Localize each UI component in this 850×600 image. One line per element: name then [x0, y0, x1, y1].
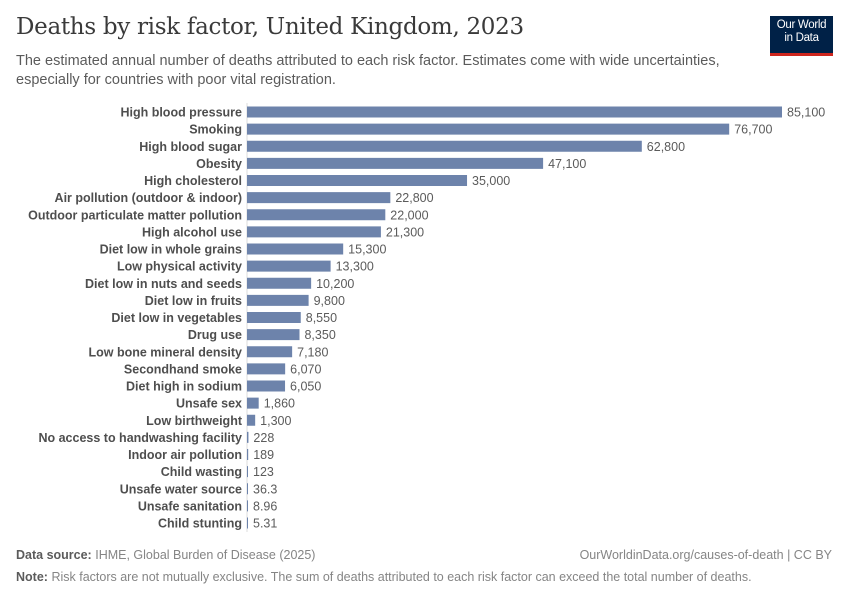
logo-line-2: in Data	[784, 32, 819, 44]
value-label: 7,180	[297, 345, 328, 359]
bar[interactable]	[247, 346, 293, 358]
value-label: 8,550	[306, 311, 337, 325]
category-label: High blood pressure	[120, 106, 242, 120]
bar[interactable]	[247, 431, 249, 443]
category-label: Indoor air pollution	[128, 448, 242, 462]
value-label: 47,100	[548, 157, 586, 171]
value-label: 6,070	[290, 362, 321, 376]
value-label: 21,300	[386, 225, 424, 239]
bar[interactable]	[247, 312, 301, 323]
bar[interactable]	[247, 483, 248, 495]
logo-line-1: Our World	[776, 19, 827, 31]
bar[interactable]	[247, 260, 331, 272]
bar[interactable]	[247, 277, 312, 289]
bar[interactable]	[247, 329, 300, 341]
bar[interactable]	[247, 449, 249, 460]
bar[interactable]	[247, 140, 642, 152]
bar[interactable]	[247, 157, 544, 169]
bar[interactable]	[247, 106, 782, 118]
category-label: Obesity	[196, 157, 242, 171]
bar[interactable]	[247, 466, 248, 478]
value-label: 1,300	[260, 414, 291, 428]
category-label: Air pollution (outdoor & indoor)	[55, 191, 242, 205]
bar[interactable]	[247, 380, 286, 392]
bar[interactable]	[247, 243, 344, 255]
category-label: High alcohol use	[142, 225, 242, 239]
category-label: Diet low in fruits	[145, 294, 242, 308]
category-label: Secondhand smoke	[124, 362, 242, 376]
chart-title: Deaths by risk factor, United Kingdom, 2…	[16, 14, 524, 40]
bar[interactable]	[247, 192, 391, 204]
category-label: Low bone mineral density	[89, 345, 243, 359]
bar[interactable]	[247, 294, 309, 306]
source-text[interactable]: IHME, Global Burden of Disease (2025)	[95, 548, 316, 562]
note-text: Risk factors are not mutually exclusive.…	[51, 570, 752, 584]
value-label: 62,800	[647, 140, 685, 154]
source-url[interactable]: OurWorldinData.org/causes-of-death | CC …	[579, 548, 832, 562]
value-label: 10,200	[316, 277, 354, 291]
category-label: No access to handwashing facility	[38, 431, 242, 445]
value-label: 22,000	[390, 208, 428, 222]
bar[interactable]	[247, 123, 730, 135]
bar[interactable]	[247, 517, 248, 529]
value-label: 6,050	[290, 380, 321, 394]
category-label: Drug use	[188, 328, 242, 342]
value-label: 22,800	[395, 191, 433, 205]
category-label: Low birthweight	[146, 414, 243, 428]
category-label: Unsafe water source	[120, 482, 242, 496]
category-label: Diet low in nuts and seeds	[85, 277, 242, 291]
value-label: 35,000	[472, 174, 510, 188]
bar[interactable]	[247, 397, 259, 409]
category-label: Low physical activity	[117, 260, 242, 274]
value-label: 5.31	[253, 517, 277, 531]
bar[interactable]	[247, 500, 248, 512]
category-label: Outdoor particulate matter pollution	[28, 208, 242, 222]
value-label: 228	[253, 431, 274, 445]
bar[interactable]	[247, 414, 256, 426]
value-label: 123	[253, 465, 274, 479]
bar[interactable]	[247, 363, 286, 375]
data-source: Data source: IHME, Global Burden of Dise…	[16, 548, 315, 562]
category-label: Diet high in sodium	[126, 380, 242, 394]
value-label: 85,100	[787, 106, 825, 120]
value-label: 9,800	[314, 294, 345, 308]
value-label: 15,300	[348, 243, 386, 257]
category-label: High cholesterol	[144, 174, 242, 188]
value-label: 76,700	[734, 123, 772, 137]
bar[interactable]	[247, 175, 468, 186]
value-label: 13,300	[336, 260, 374, 274]
value-label: 8.96	[253, 499, 277, 513]
bar[interactable]	[247, 226, 381, 238]
category-label: Child wasting	[161, 465, 242, 479]
value-label: 36.3	[253, 482, 277, 496]
category-label: Unsafe sanitation	[138, 499, 242, 513]
category-label: High blood sugar	[139, 140, 242, 154]
category-label: Diet low in whole grains	[100, 243, 242, 257]
value-label: 8,350	[304, 328, 335, 342]
value-label: 1,860	[264, 397, 295, 411]
chart-subtitle: The estimated annual number of deaths at…	[16, 53, 720, 88]
owid-logo[interactable]: Our World in Data	[770, 16, 833, 56]
source-label: Data source:	[16, 548, 92, 562]
category-label: Diet low in vegetables	[111, 311, 242, 325]
category-label: Child stunting	[158, 517, 242, 531]
value-label: 189	[253, 448, 274, 462]
bar[interactable]	[247, 209, 386, 221]
category-label: Smoking	[189, 123, 242, 137]
category-label: Unsafe sex	[176, 397, 242, 411]
chart-note: Note: Risk factors are not mutually excl…	[16, 570, 752, 584]
note-label: Note:	[16, 570, 48, 584]
